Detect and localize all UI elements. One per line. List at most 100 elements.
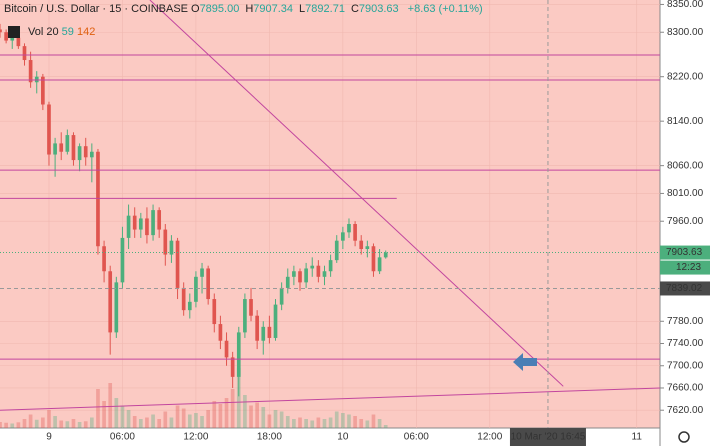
candle-body bbox=[0, 29, 2, 33]
last-price-label: 7903.63 bbox=[666, 247, 703, 258]
ohlc-value: 7907.34 bbox=[253, 3, 294, 15]
candle-body bbox=[279, 287, 284, 305]
y-tick-label: 8350.00 bbox=[667, 0, 704, 10]
candle-body bbox=[316, 265, 321, 277]
candle-body bbox=[108, 271, 113, 333]
volume-bar bbox=[16, 422, 21, 428]
volume-bar bbox=[230, 389, 235, 428]
volume-bar bbox=[90, 417, 94, 428]
candle-body bbox=[304, 268, 308, 283]
volume-bar bbox=[371, 414, 376, 428]
volume-bar bbox=[41, 417, 45, 428]
volume-bar bbox=[249, 405, 253, 428]
volume-bar bbox=[71, 419, 76, 428]
candle-body bbox=[236, 332, 241, 377]
crosshair-y-box bbox=[660, 281, 710, 296]
crosshair-y-label: 7839.02 bbox=[666, 283, 703, 294]
candle-body bbox=[224, 340, 229, 358]
candle-body bbox=[341, 232, 345, 241]
candle-body bbox=[347, 224, 351, 233]
candle-body bbox=[273, 304, 278, 338]
x-tick-label: 06:00 bbox=[404, 432, 429, 443]
countdown-box bbox=[660, 260, 710, 275]
candle-body bbox=[218, 324, 223, 341]
candle-body bbox=[53, 143, 57, 155]
trend-line bbox=[0, 387, 661, 411]
y-tick-label: 7740.00 bbox=[667, 338, 704, 349]
settings-icon[interactable] bbox=[678, 431, 690, 443]
ohlc-key: L bbox=[299, 3, 306, 15]
candle-body bbox=[230, 357, 235, 377]
volume-value: 142 bbox=[76, 26, 96, 38]
volume-label: Vol 20 bbox=[28, 26, 59, 38]
candle-body bbox=[169, 240, 174, 255]
x-tick-label: 18:00 bbox=[257, 432, 282, 443]
candle-body bbox=[34, 76, 39, 83]
candle-body bbox=[181, 287, 186, 311]
candle-body bbox=[371, 246, 376, 272]
candle-body bbox=[243, 299, 247, 333]
candle-body bbox=[65, 135, 70, 152]
candle-body bbox=[267, 326, 272, 338]
candle-body bbox=[334, 240, 339, 261]
candle-body bbox=[138, 218, 143, 230]
volume-value: 59 bbox=[61, 26, 74, 38]
volume-bar bbox=[114, 398, 119, 428]
volume-bar bbox=[65, 421, 70, 428]
candle-body bbox=[157, 210, 162, 230]
candle-body bbox=[200, 268, 204, 277]
crosshair-x-label: 10 Mar '20 16:45 bbox=[511, 432, 586, 443]
candle-body bbox=[145, 218, 149, 236]
volume-bar bbox=[187, 414, 192, 428]
symbol-title: Bitcoin / U.S. Dollar · 15 · COINBASE bbox=[4, 3, 188, 15]
y-tick-label: 8220.00 bbox=[667, 71, 704, 82]
plot bbox=[0, 0, 661, 428]
x-tick-label: 9 bbox=[46, 432, 52, 443]
candle-body bbox=[194, 276, 198, 302]
volume-bar bbox=[132, 416, 137, 428]
y-tick-label: 7780.00 bbox=[667, 316, 704, 327]
candle-body bbox=[114, 282, 119, 333]
candle-body bbox=[4, 32, 8, 41]
volume-bar bbox=[273, 410, 278, 428]
ohlc-value: 7892.71 bbox=[305, 3, 345, 15]
y-tick-label: 7660.00 bbox=[667, 383, 704, 394]
x-tick-label: 11 bbox=[632, 432, 643, 443]
price-axis bbox=[660, 0, 710, 446]
volume-bar bbox=[267, 414, 272, 428]
x-tick-label: 06:00 bbox=[110, 432, 135, 443]
volume-bar bbox=[316, 417, 321, 428]
volume-legend: Vol 20 59 142 bbox=[8, 26, 96, 39]
volume-bar bbox=[28, 414, 33, 428]
volume-bar bbox=[34, 419, 39, 428]
volume-bar bbox=[279, 411, 284, 428]
volume-bar bbox=[334, 411, 339, 428]
x-tick-label: 12:00 bbox=[477, 432, 502, 443]
volume-bar bbox=[151, 414, 155, 428]
x-tick-label: 12:00 bbox=[183, 432, 208, 443]
candle-body bbox=[322, 271, 327, 277]
volume-bar bbox=[10, 423, 15, 428]
candle-body bbox=[292, 271, 296, 277]
volume-bar bbox=[224, 398, 229, 428]
change: +8.63 (+0.11%) bbox=[407, 3, 483, 15]
ohlc-key: C bbox=[350, 3, 359, 15]
candle-body bbox=[255, 315, 259, 341]
volume-bar bbox=[138, 419, 143, 428]
candle-body bbox=[187, 301, 192, 311]
header: Bitcoin / U.S. Dollar · 15 · COINBASE O78… bbox=[4, 3, 486, 15]
plot-bg bbox=[0, 0, 660, 428]
ohlc-value: 7903.63 bbox=[358, 3, 399, 15]
volume-bar bbox=[322, 419, 327, 428]
y-tick-label: 8060.00 bbox=[667, 160, 704, 171]
candle-body bbox=[59, 143, 64, 152]
volume-bar bbox=[175, 405, 180, 428]
y-tick-label: 8140.00 bbox=[667, 116, 704, 127]
candle-body bbox=[28, 60, 33, 83]
toggle-icon[interactable] bbox=[8, 26, 20, 39]
volume-bar bbox=[108, 383, 113, 428]
candle-body bbox=[126, 215, 131, 238]
candle-body bbox=[310, 265, 315, 269]
candle-body bbox=[47, 104, 51, 155]
candle-body bbox=[298, 271, 302, 283]
